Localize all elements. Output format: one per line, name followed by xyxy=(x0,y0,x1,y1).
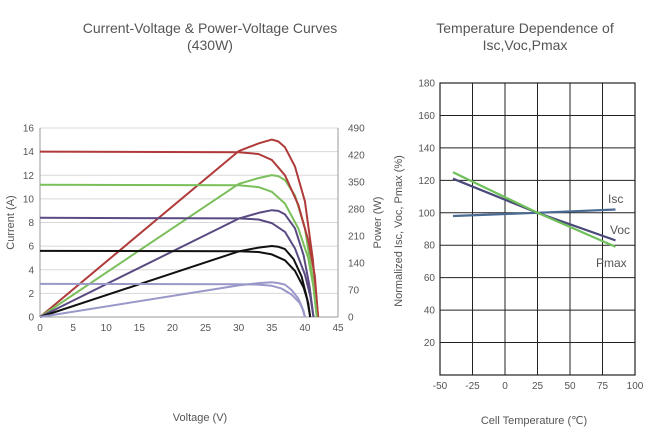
chart1-iv-curve xyxy=(39,150,320,318)
chart1-y-tick-right: 210 xyxy=(348,232,365,243)
chart1-x-tick: 20 xyxy=(167,323,179,334)
chart1-y-tick-left: 8 xyxy=(28,218,34,229)
chart1-x-tick: 40 xyxy=(299,323,311,334)
chart1-pv-curve xyxy=(39,174,318,318)
chart2-series-pmax xyxy=(452,171,616,248)
chart2-y-tick: 40 xyxy=(424,306,436,317)
chart1-y-tick-right: 0 xyxy=(348,313,354,324)
chart2-x-tick: -25 xyxy=(465,381,480,392)
chart2-y-tick: 120 xyxy=(418,176,435,187)
chart1-iv-curve xyxy=(39,216,315,318)
chart1-y-tick-left: 12 xyxy=(23,171,35,182)
chart2-x-tick: 50 xyxy=(564,381,576,392)
chart2-x-label: Cell Temperature (℃) xyxy=(481,415,587,427)
chart2-x-tick: -50 xyxy=(433,381,448,392)
chart1-x-tick: 30 xyxy=(233,323,245,334)
chart2-y-tick: 100 xyxy=(418,208,435,219)
chart1-pv-curve xyxy=(39,281,306,318)
chart2-y-tick: 180 xyxy=(418,79,435,90)
chart2-y-tick: 80 xyxy=(424,241,436,252)
chart2-x-tick: 100 xyxy=(627,381,644,392)
chart1-y-tick-left: 0 xyxy=(28,313,34,324)
chart1-x-tick: 10 xyxy=(101,323,113,334)
chart1-x-tick: 45 xyxy=(332,323,344,334)
chart1-iv-curve xyxy=(39,249,312,318)
chart2-y-label: Normalized Isc, Voc, Pmax (%) xyxy=(393,155,405,307)
chart2-y-tick: 20 xyxy=(424,338,436,349)
chart1-title: Current-Voltage & Power-Voltage Curves (… xyxy=(82,20,338,53)
chart1-x-tick: 5 xyxy=(70,323,76,334)
chart2-x-tick: 25 xyxy=(532,381,544,392)
chart2-y-tick: 140 xyxy=(418,143,435,154)
chart2-series-label-isc: Isc xyxy=(608,192,623,206)
chart1-x-tick: 15 xyxy=(134,323,146,334)
chart1-y-tick-right: 350 xyxy=(348,178,365,189)
chart1-y-tick-left: 6 xyxy=(28,242,34,253)
chart2-x-tick: 0 xyxy=(502,381,508,392)
chart1-y-tick-right: 140 xyxy=(348,259,365,270)
chart1-iv-curve xyxy=(39,282,306,318)
chart2-y-tick: 60 xyxy=(424,273,436,284)
chart1-y-tick-right: 490 xyxy=(348,124,365,135)
chart1-pv-curve xyxy=(39,138,320,318)
chart1-y-tick-right: 420 xyxy=(348,151,365,162)
chart2-title: Temperature Dependence of Isc,Voc,Pmax xyxy=(436,20,614,53)
chart2-series-label-voc: Voc xyxy=(610,223,630,237)
chart1-x-tick: 35 xyxy=(266,323,278,334)
chart1-pv-curve xyxy=(39,209,315,318)
chart1-x-tick: 25 xyxy=(200,323,212,334)
chart2-series-label-pmax: Pmax xyxy=(596,256,627,270)
chart1-y-tick-left: 16 xyxy=(23,124,35,135)
chart1-x-tick: 0 xyxy=(37,323,43,334)
chart1-y-tick-right: 280 xyxy=(348,205,365,216)
chart2-x-tick: 75 xyxy=(597,381,609,392)
chart1-y-label-left: Current (A) xyxy=(5,195,17,249)
chart1-x-label: Voltage (V) xyxy=(173,412,227,424)
chart1-y-tick-right: 70 xyxy=(348,286,360,297)
chart2-y-tick: 160 xyxy=(418,111,435,122)
chart1-y-tick-left: 14 xyxy=(23,147,35,158)
chart1-y-label-right: Power (W) xyxy=(372,197,384,249)
chart1-y-tick-left: 2 xyxy=(28,289,34,300)
chart1-y-tick-left: 4 xyxy=(28,265,34,276)
chart1-iv-curve xyxy=(39,183,318,318)
chart1-y-tick-left: 10 xyxy=(23,194,35,205)
